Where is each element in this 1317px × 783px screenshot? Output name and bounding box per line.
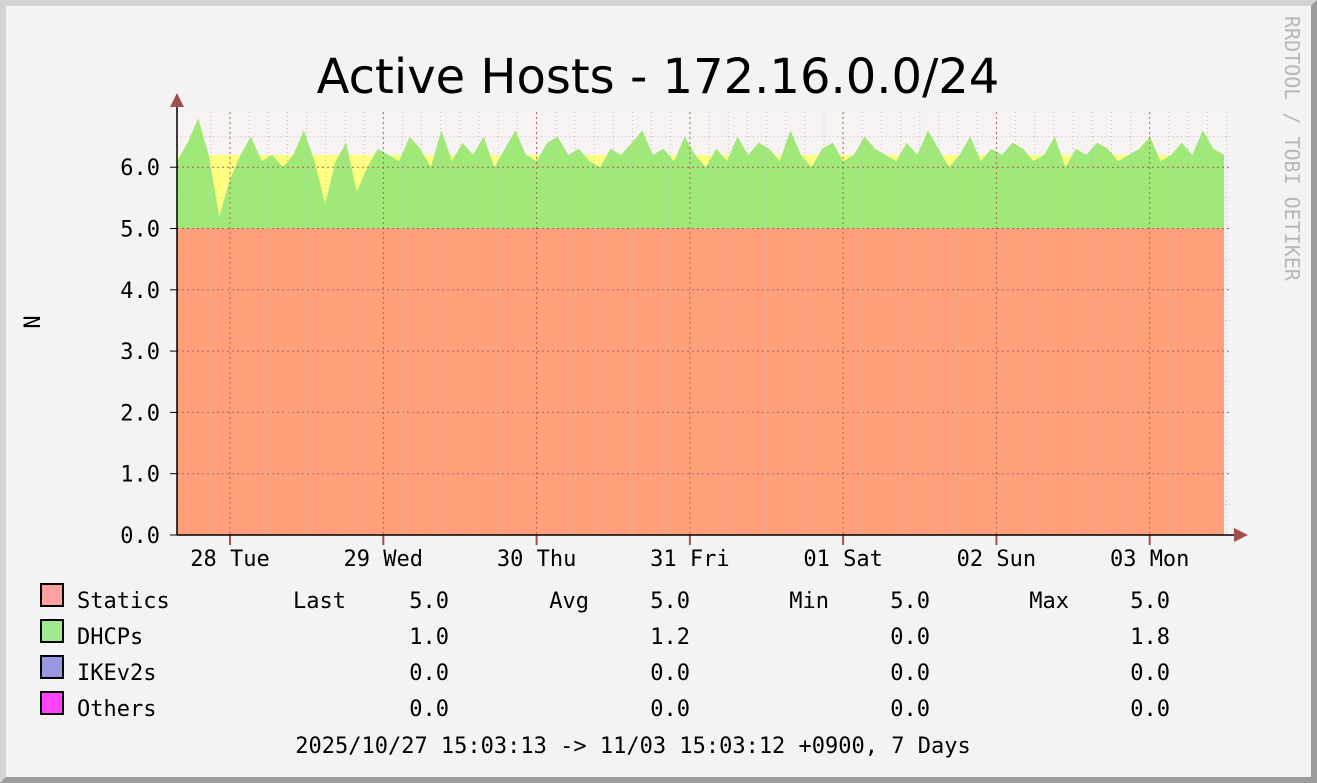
legend-series-name: Statics — [77, 589, 170, 614]
legend-series-name: DHCPs — [77, 625, 143, 650]
legend-swatch — [40, 583, 64, 607]
legend-avg-value: 5.0 — [650, 589, 690, 614]
x-tick-label: 02 Sun — [957, 547, 1036, 572]
legend-swatch — [40, 691, 64, 715]
legend-last-value: 0.0 — [409, 661, 449, 686]
legend-series-name: IKEv2s — [77, 661, 156, 686]
legend-max-value: 5.0 — [1130, 589, 1170, 614]
legend-series-name: Others — [77, 697, 156, 722]
time-range-footer: 2025/10/27 15:03:13 -> 11/03 15:03:12 +0… — [295, 734, 971, 759]
legend-min-value: 0.0 — [890, 661, 930, 686]
y-tick-label: 3.0 — [120, 340, 160, 365]
x-tick-labels: 28 Tue 29 Wed 30 Thu 31 Fri 01 Sat 02 Sun 03 M… — [190, 535, 1189, 572]
x-tick-label: 03 Mon — [1110, 547, 1189, 572]
legend-swatch — [40, 655, 64, 679]
legend: Statics Last 5.0 Avg 5.0 Min 5.0 Max 5.0 DHCPs 1.0… — [40, 583, 1170, 722]
rrdtool-watermark: RRDTOOL / TOBI OETIKER — [1280, 16, 1304, 282]
legend-avg-label: Avg — [549, 589, 589, 614]
y-tick-label: 5.0 — [120, 218, 160, 243]
legend-min-value: 0.0 — [890, 625, 930, 650]
series-dhcps-area — [177, 118, 1224, 229]
y-tick-labels: 0.0 1.0 2.0 3.0 4.0 5.0 6.0 — [120, 156, 177, 549]
grid-lines — [177, 112, 1230, 535]
legend-max-value: 0.0 — [1130, 697, 1170, 722]
y-tick-label: 4.0 — [120, 279, 160, 304]
legend-min-value: 5.0 — [890, 589, 930, 614]
x-tick-label: 28 Tue — [190, 547, 269, 572]
x-tick-label: 01 Sat — [803, 547, 882, 572]
legend-min-value: 0.0 — [890, 697, 930, 722]
legend-last-value: 1.0 — [409, 625, 449, 650]
x-tick-label: 29 Wed — [344, 547, 423, 572]
area-fills — [177, 118, 1224, 535]
x-axis-arrow-icon — [1234, 528, 1248, 542]
y-tick-label: 6.0 — [120, 156, 160, 181]
legend-avg-value: 0.0 — [650, 697, 690, 722]
chart-title: Active Hosts - 172.16.0.0/24 — [317, 49, 1000, 105]
y-tick-label: 1.0 — [120, 463, 160, 488]
y-axis-arrow-icon — [170, 93, 184, 107]
legend-avg-value: 0.0 — [650, 661, 690, 686]
series-statics-area — [177, 228, 1224, 535]
legend-max-value: 0.0 — [1130, 661, 1170, 686]
legend-avg-value: 1.2 — [650, 625, 690, 650]
legend-swatch — [40, 619, 64, 643]
legend-last-label: Last — [293, 589, 346, 614]
legend-max-value: 1.8 — [1130, 625, 1170, 650]
legend-last-value: 0.0 — [409, 697, 449, 722]
x-tick-label: 31 Fri — [650, 547, 729, 572]
legend-max-label: Max — [1029, 589, 1069, 614]
legend-min-label: Min — [789, 589, 829, 614]
y-tick-label: 2.0 — [120, 401, 160, 426]
x-tick-label: 30 Thu — [497, 547, 576, 572]
legend-last-value: 5.0 — [409, 589, 449, 614]
y-axis-label: N — [21, 315, 46, 328]
y-tick-label: 0.0 — [120, 524, 160, 549]
